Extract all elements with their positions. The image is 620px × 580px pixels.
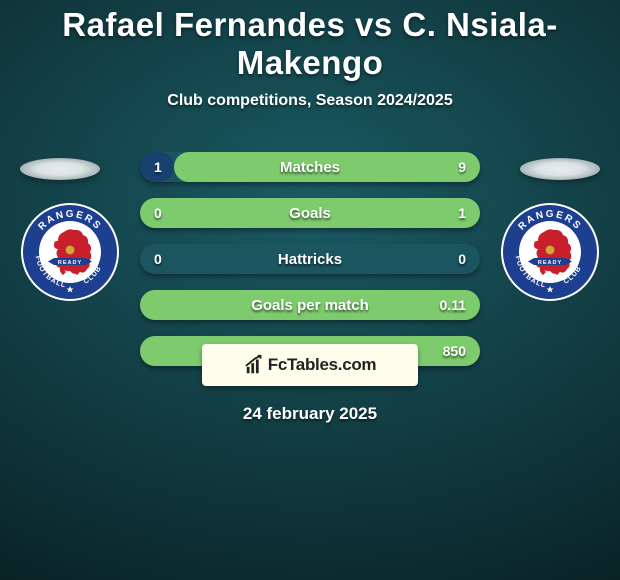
svg-text:READY: READY: [58, 260, 82, 266]
page-title: Rafael Fernandes vs C. Nsiala-Makengo: [0, 6, 620, 82]
stat-value-right: 9: [458, 159, 466, 175]
watermark: FcTables.com: [202, 344, 418, 386]
stat-row: 0Hattricks0: [140, 244, 480, 274]
avatar-shadow-right: [520, 158, 600, 180]
avatar-shadow-left: [20, 158, 100, 180]
stat-label: Hattricks: [140, 251, 480, 268]
subtitle: Club competitions, Season 2024/2025: [0, 92, 620, 110]
stat-fill-right: [140, 198, 480, 228]
stat-fill-right: [140, 290, 480, 320]
stat-row: Goals per match0.11: [140, 290, 480, 320]
stat-value-right: 0: [458, 251, 466, 267]
stat-value-right: 1: [458, 205, 466, 221]
infographic-container: Rafael Fernandes vs C. Nsiala-Makengo Cl…: [0, 0, 620, 580]
stat-value-left: 0: [154, 205, 162, 221]
stat-row: 0Goals1: [140, 198, 480, 228]
chart-icon: [244, 354, 266, 376]
club-badge-right: RANGERS FOOTBALL CLUB READY: [500, 202, 600, 302]
club-badge-left: RANGERS FOOTBALL CLUB READY: [20, 202, 120, 302]
stat-row: 1Matches9: [140, 152, 480, 182]
stat-value-left: 0: [154, 251, 162, 267]
stat-value-right: 850: [443, 343, 466, 359]
date-label: 24 february 2025: [0, 404, 620, 424]
stat-value-left: 1: [154, 159, 162, 175]
svg-text:READY: READY: [538, 260, 562, 266]
watermark-text: FcTables.com: [268, 355, 377, 375]
stat-value-right: 0.11: [440, 297, 466, 313]
stat-fill-right: [174, 152, 480, 182]
